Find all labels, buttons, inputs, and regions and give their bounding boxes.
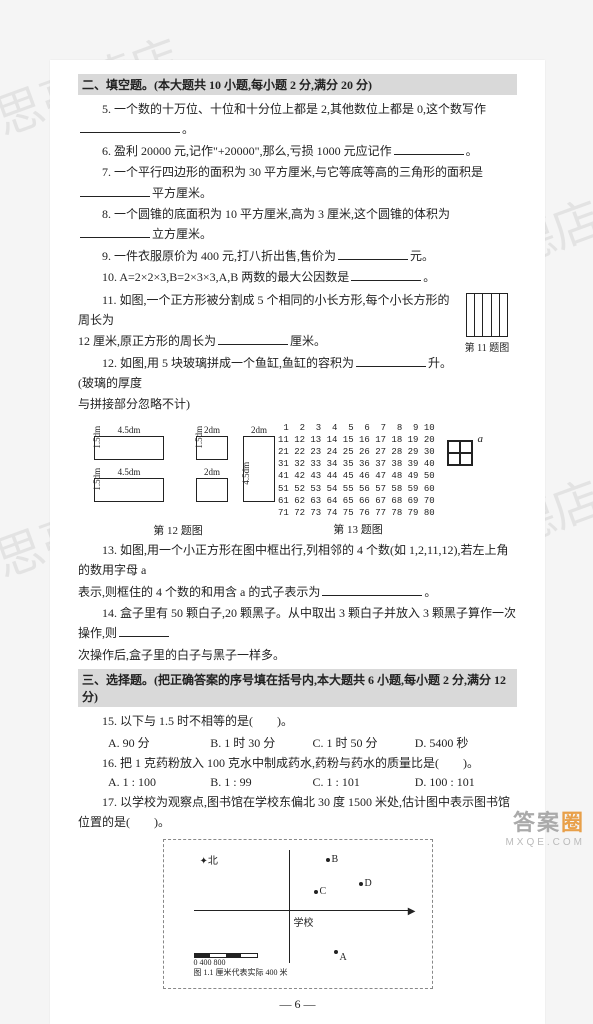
point-b [326,858,330,862]
figure-11-caption: 第 11 题图 [457,339,517,354]
q12: 12. 如图,用 5 块玻璃拼成一个鱼缸,鱼缸的容积为升。 (玻璃的厚度 [78,353,457,394]
choice-c: C. 1 时 50 分 [313,734,415,751]
q11b: 12 厘米,原正方形的周长为厘米。 [78,331,457,351]
blank [80,186,150,197]
label-d: D [365,878,372,889]
q5-text: 5. 一个数的十万位、十位和十分位上都是 2,其他数位上都是 0,这个数写作 [102,102,486,116]
blank [338,249,408,260]
q12-text: 12. 如图,用 5 块玻璃拼成一个鱼缸,鱼缸的容积为 [102,356,354,370]
figure-12-caption: 第 12 题图 [78,522,278,538]
label-a: A [340,952,347,963]
q7-text: 7. 一个平行四边形的面积为 30 平方厘米,与它等底等高的三角形的面积是 [102,165,483,179]
q10-text: 10. A=2×2×3,B=2×3×3,A,B 两数的最大公因数是 [102,270,349,284]
label-c: C [320,886,327,897]
blank [351,270,421,281]
choice-d: D. 100 : 101 [415,775,517,790]
exam-page: 二、填空题。(本大题共 10 小题,每小题 2 分,满分 20 分) 5. 一个… [50,60,545,1024]
q15-choices: A. 90 分 B. 1 时 30 分 C. 1 时 50 分 D. 5400 … [108,734,517,751]
page-number: — 6 — [78,997,517,1012]
variable-a: a [478,432,484,447]
section-2-header: 二、填空题。(本大题共 10 小题,每小题 2 分,满分 20 分) [78,74,517,95]
q11-text: 11. 如图,一个正方形被分割成 5 个相同的小长方形,每个小长方形的周长为 [78,293,450,327]
q12b: 与拼接部分忽略不计) [78,394,457,414]
blank [80,228,150,239]
number-grid: 1 2 3 4 5 6 7 8 9 10 11 12 13 14 15 16 1… [278,422,438,519]
q8-text: 8. 一个圆锥的底面积为 10 平方厘米,高为 3 厘米,这个圆锥的体积为 [102,207,450,221]
footer-logo: 答案圈 MXQE.COM [505,805,585,848]
blank [218,335,288,346]
figure-13-caption: 第 13 题图 [278,523,438,538]
figure-17: ✦北 ▶ 学校 A B C D 0 400 800 图 1.1 厘米代表实际 4… [163,839,433,989]
school-label: 学校 [294,914,314,929]
choice-c: C. 1 : 101 [313,775,415,790]
choice-b: B. 1 : 99 [210,775,312,790]
label-b: B [332,854,339,865]
q9: 9. 一件衣服原价为 400 元,打八折出售,售价为元。 [78,246,517,266]
blank [80,123,180,134]
blank [394,144,464,155]
q15: 15. 以下与 1.5 时不相等的是( )。 [78,711,517,731]
q17: 17. 以学校为观察点,图书馆在学校东偏北 30 度 1500 米处,估计图中表… [78,792,517,833]
choice-d: D. 5400 秒 [415,734,517,751]
q14b: 次操作后,盒子里的白子与黑子一样多。 [78,645,517,665]
q6-text: 6. 盈利 20000 元,记作"+20000",那么,亏损 1000 元应记作 [102,144,392,158]
q10: 10. A=2×2×3,B=2×3×3,A,B 两数的最大公因数是。 [78,267,517,287]
choice-a: A. 90 分 [108,734,210,751]
footer-url: MXQE.COM [505,837,585,848]
blank [119,627,169,638]
blank [322,585,422,596]
q16: 16. 把 1 克药粉放入 100 克水中制成药水,药粉与药水的质量比是( )。 [78,753,517,773]
axis-vertical [289,850,290,963]
figure-12: 4.5dm 1.5dm 2dm 1.5dm 4.5dm 1.5dm 2dm 2d… [78,428,278,538]
point-c [314,890,318,894]
figure-13: 1 2 3 4 5 6 7 8 9 10 11 12 13 14 15 16 1… [278,422,438,538]
a-box [447,440,473,466]
section-3-header: 三、选择题。(把正确答案的序号填在括号内,本大题共 6 小题,每小题 2 分,满… [78,669,517,707]
point-a [334,950,338,954]
q11: 11. 如图,一个正方形被分割成 5 个相同的小长方形,每个小长方形的周长为 [78,290,457,331]
q16-choices: A. 1 : 100 B. 1 : 99 C. 1 : 101 D. 100 :… [108,775,517,790]
choice-b: B. 1 时 30 分 [210,734,312,751]
point-d [359,882,363,886]
scale-bar: 0 400 800 图 1.1 厘米代表实际 400 米 [194,953,288,978]
q14: 14. 盒子里有 50 颗白子,20 颗黑子。从中取出 3 颗白子并放入 3 颗… [78,603,517,644]
q13b: 表示,则框住的 4 个数的和用含 a 的式子表示为。 [78,582,517,602]
q13: 13. 如图,用一个小正方形在图中框出行,列相邻的 4 个数(如 1,2,11,… [78,540,517,581]
choice-a: A. 1 : 100 [108,775,210,790]
arrow-right-icon: ▶ [408,906,416,917]
q9-text: 9. 一件衣服原价为 400 元,打八折出售,售价为 [102,249,336,263]
q13-text: 13. 如图,用一个小正方形在图中框出行,列相邻的 4 个数(如 1,2,11,… [78,543,509,577]
blank [356,356,426,367]
q7: 7. 一个平行四边形的面积为 30 平方厘米,与它等底等高的三角形的面积是平方厘… [78,162,517,203]
q8: 8. 一个圆锥的底面积为 10 平方厘米,高为 3 厘米,这个圆锥的体积为立方厘… [78,204,517,245]
q6: 6. 盈利 20000 元,记作"+20000",那么,亏损 1000 元应记作… [78,141,517,161]
figure-11 [466,293,508,337]
q5: 5. 一个数的十万位、十位和十分位上都是 2,其他数位上都是 0,这个数写作。 [78,99,517,140]
axis-horizontal [194,910,412,911]
